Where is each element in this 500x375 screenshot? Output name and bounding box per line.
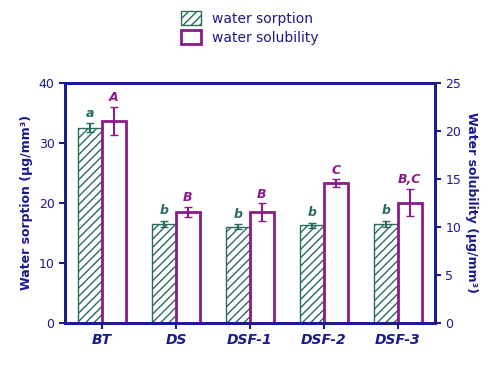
- Text: B,C: B,C: [398, 173, 421, 186]
- Bar: [226, 226, 250, 322]
- Text: A: A: [109, 91, 118, 104]
- Legend: water sorption, water solubility: water sorption, water solubility: [177, 7, 323, 49]
- Bar: [250, 212, 274, 322]
- Bar: [374, 224, 398, 322]
- Bar: [176, 212, 200, 322]
- Text: b: b: [234, 207, 242, 220]
- Text: B: B: [257, 188, 266, 201]
- Bar: [398, 202, 421, 322]
- Text: b: b: [382, 204, 390, 217]
- Text: b: b: [160, 204, 168, 217]
- Bar: [324, 183, 347, 322]
- Bar: [78, 128, 102, 322]
- Bar: [102, 121, 126, 322]
- Text: b: b: [308, 206, 316, 219]
- Text: B: B: [183, 191, 192, 204]
- Text: a: a: [86, 107, 94, 120]
- Y-axis label: Water sorption (μg/mm³): Water sorption (μg/mm³): [20, 115, 33, 290]
- Text: C: C: [332, 164, 340, 177]
- Bar: [152, 224, 176, 322]
- Y-axis label: Water solubility (μg/mm³): Water solubility (μg/mm³): [465, 112, 478, 293]
- Bar: [300, 225, 324, 322]
